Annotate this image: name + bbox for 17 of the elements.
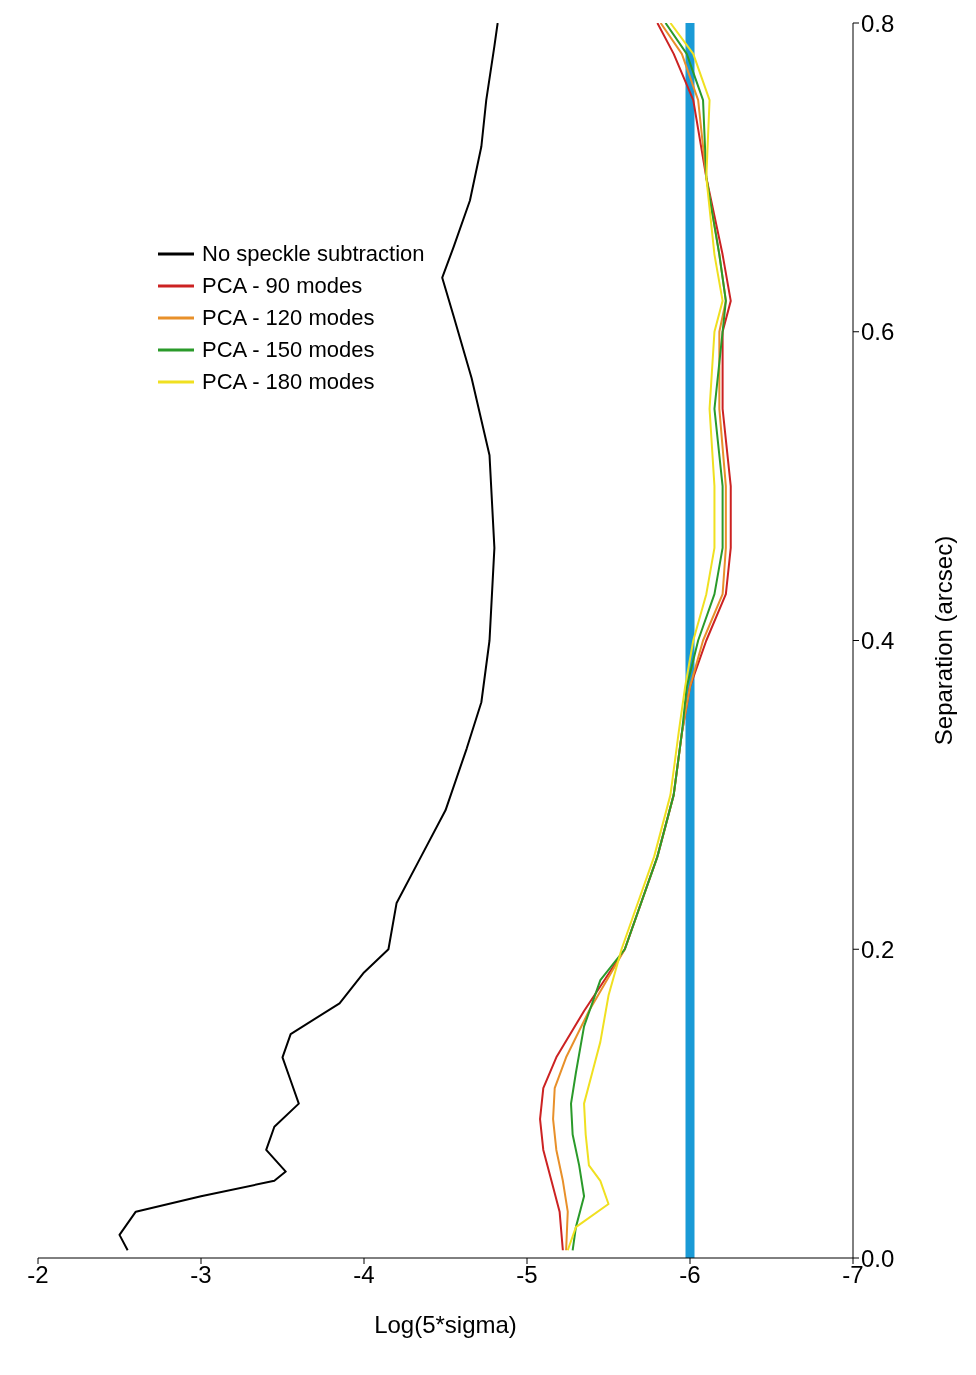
legend-label: No speckle subtraction — [202, 240, 425, 268]
y-tick-label: 0.2 — [861, 935, 895, 963]
x-axis-title: Log(5*sigma) — [374, 1311, 517, 1338]
x-tick-label: -6 — [679, 1261, 701, 1289]
legend-label: PCA - 180 modes — [202, 368, 375, 396]
x-tick-label: -5 — [516, 1261, 538, 1289]
legend-label: PCA - 90 modes — [202, 272, 363, 300]
x-tick-label: -4 — [353, 1261, 375, 1289]
y-axis-title: Separation (arcsec) — [929, 535, 957, 746]
legend-label: PCA - 150 modes — [202, 336, 375, 364]
y-tick-label: 0.8 — [861, 9, 895, 37]
x-tick-label: -3 — [190, 1261, 212, 1289]
legend-label: PCA - 120 modes — [202, 304, 375, 332]
line-series — [118, 23, 499, 1252]
y-tick-label: 0.6 — [861, 318, 895, 346]
x-tick-label: -2 — [27, 1261, 49, 1289]
y-tick-label: 0.4 — [861, 627, 895, 655]
